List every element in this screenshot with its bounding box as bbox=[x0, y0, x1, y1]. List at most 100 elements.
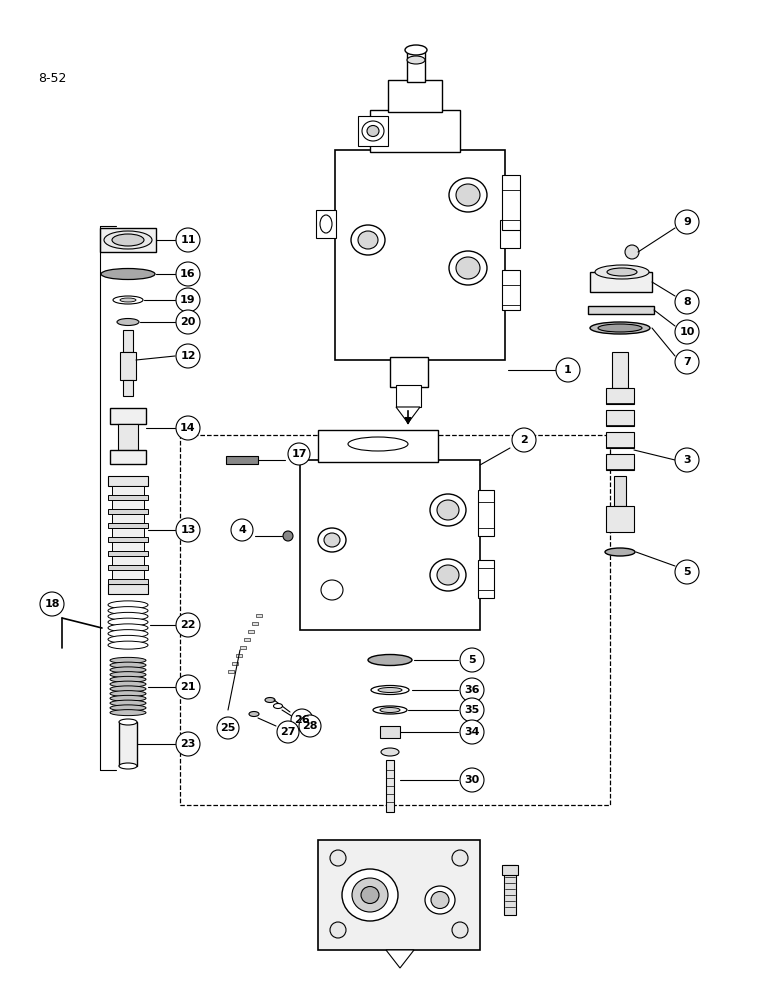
Circle shape bbox=[675, 210, 699, 234]
Text: 2: 2 bbox=[520, 435, 528, 445]
Circle shape bbox=[176, 518, 200, 542]
Bar bbox=[232, 662, 238, 665]
Ellipse shape bbox=[265, 698, 275, 702]
Ellipse shape bbox=[104, 231, 152, 249]
Ellipse shape bbox=[108, 612, 148, 620]
Ellipse shape bbox=[449, 251, 487, 285]
Circle shape bbox=[556, 358, 580, 382]
Ellipse shape bbox=[595, 265, 649, 279]
Circle shape bbox=[452, 922, 468, 938]
Ellipse shape bbox=[437, 565, 459, 585]
Circle shape bbox=[288, 443, 310, 465]
Text: 17: 17 bbox=[291, 449, 306, 459]
Circle shape bbox=[460, 768, 484, 792]
Ellipse shape bbox=[101, 268, 155, 279]
Circle shape bbox=[176, 288, 200, 312]
Ellipse shape bbox=[431, 892, 449, 908]
Text: 8-52: 8-52 bbox=[38, 72, 66, 85]
Circle shape bbox=[176, 613, 200, 637]
Ellipse shape bbox=[120, 298, 136, 302]
Ellipse shape bbox=[378, 688, 402, 692]
Bar bbox=[110, 450, 146, 464]
Ellipse shape bbox=[598, 324, 642, 332]
Text: 11: 11 bbox=[180, 235, 196, 245]
Ellipse shape bbox=[110, 695, 146, 701]
Ellipse shape bbox=[352, 878, 388, 912]
Bar bbox=[108, 476, 148, 486]
Ellipse shape bbox=[321, 580, 343, 600]
Bar bbox=[502, 175, 520, 230]
Text: 7: 7 bbox=[683, 357, 691, 367]
Bar bbox=[500, 220, 520, 248]
Bar bbox=[108, 579, 148, 584]
Text: 19: 19 bbox=[180, 295, 196, 305]
Bar bbox=[226, 456, 258, 464]
Bar bbox=[502, 270, 520, 310]
Circle shape bbox=[176, 310, 200, 334]
Circle shape bbox=[675, 320, 699, 344]
Ellipse shape bbox=[320, 215, 332, 233]
Bar bbox=[123, 330, 133, 352]
Circle shape bbox=[217, 717, 239, 739]
Text: 5: 5 bbox=[468, 655, 476, 665]
Text: 16: 16 bbox=[180, 269, 196, 279]
Bar bbox=[119, 722, 137, 766]
Ellipse shape bbox=[108, 624, 148, 632]
Bar bbox=[108, 495, 148, 500]
Ellipse shape bbox=[351, 225, 385, 255]
Bar bbox=[606, 506, 634, 532]
Ellipse shape bbox=[368, 654, 412, 666]
Ellipse shape bbox=[108, 641, 148, 649]
Bar bbox=[318, 430, 438, 462]
Ellipse shape bbox=[456, 184, 480, 206]
Ellipse shape bbox=[110, 667, 146, 673]
Bar bbox=[370, 110, 460, 152]
Bar bbox=[108, 584, 148, 594]
Bar bbox=[606, 454, 634, 470]
Bar bbox=[606, 388, 634, 404]
Text: 34: 34 bbox=[464, 727, 479, 737]
Text: 28: 28 bbox=[303, 721, 318, 731]
Ellipse shape bbox=[590, 322, 650, 334]
Ellipse shape bbox=[405, 45, 427, 55]
Circle shape bbox=[176, 262, 200, 286]
Ellipse shape bbox=[110, 672, 146, 678]
Polygon shape bbox=[396, 407, 420, 423]
Ellipse shape bbox=[607, 268, 637, 276]
Text: 4: 4 bbox=[238, 525, 246, 535]
Bar bbox=[112, 486, 144, 496]
Bar bbox=[108, 509, 148, 514]
Ellipse shape bbox=[318, 528, 346, 552]
Ellipse shape bbox=[112, 234, 144, 246]
Ellipse shape bbox=[381, 748, 399, 756]
Circle shape bbox=[675, 350, 699, 374]
Text: 35: 35 bbox=[465, 705, 479, 715]
Bar bbox=[358, 116, 388, 146]
Bar bbox=[407, 50, 425, 82]
Circle shape bbox=[675, 448, 699, 472]
Bar bbox=[300, 460, 480, 630]
Ellipse shape bbox=[110, 710, 146, 716]
Bar bbox=[112, 542, 144, 552]
Ellipse shape bbox=[449, 178, 487, 212]
Bar bbox=[316, 210, 336, 238]
Circle shape bbox=[283, 531, 293, 541]
Bar bbox=[606, 432, 634, 448]
Bar bbox=[108, 523, 148, 528]
Text: 8: 8 bbox=[683, 297, 691, 307]
Circle shape bbox=[460, 698, 484, 722]
Circle shape bbox=[625, 245, 639, 259]
Circle shape bbox=[291, 709, 313, 731]
Ellipse shape bbox=[110, 686, 146, 692]
Ellipse shape bbox=[362, 121, 384, 141]
Ellipse shape bbox=[110, 700, 146, 706]
Text: 5: 5 bbox=[683, 567, 691, 577]
Ellipse shape bbox=[348, 437, 408, 451]
Ellipse shape bbox=[273, 704, 283, 708]
Circle shape bbox=[277, 721, 299, 743]
Bar bbox=[118, 424, 138, 450]
Ellipse shape bbox=[113, 296, 143, 304]
Ellipse shape bbox=[108, 635, 148, 643]
Ellipse shape bbox=[108, 607, 148, 615]
Ellipse shape bbox=[110, 705, 146, 711]
